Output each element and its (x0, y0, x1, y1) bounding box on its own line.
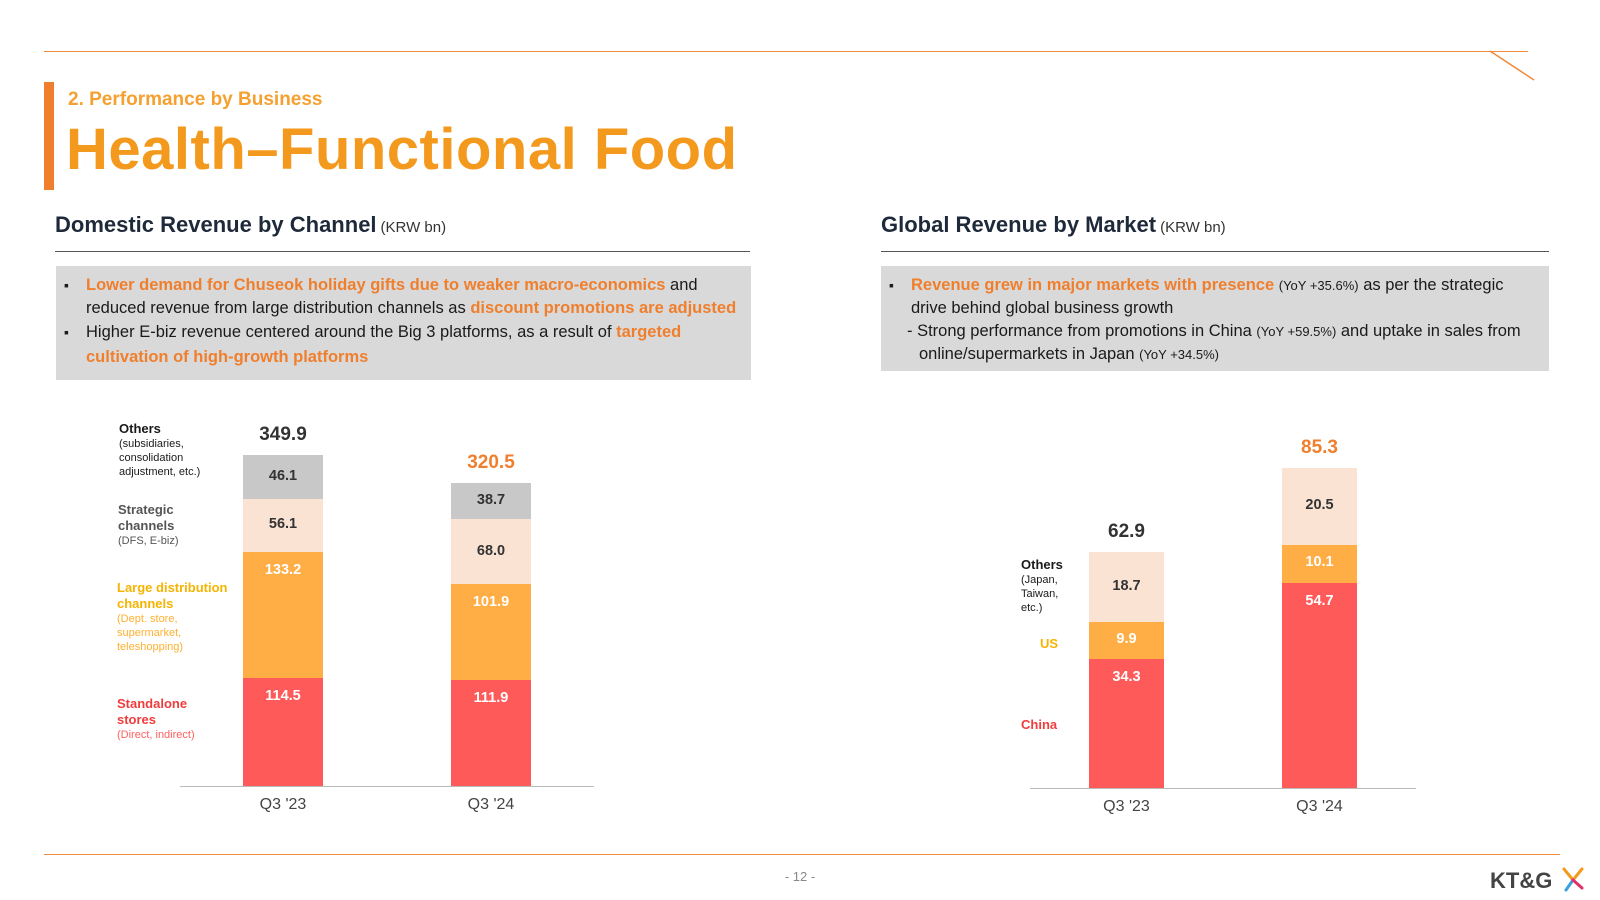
note-yoy: (YoY +59.5%) (1256, 324, 1337, 339)
global-note-2: - Strong performance from promotions in … (903, 320, 1539, 366)
note-text: - Strong performance from promotions in … (907, 322, 1257, 340)
global-unit: (KRW bn) (1160, 219, 1226, 236)
legend-sub: (subsidiaries, consolidation adjustment,… (119, 438, 201, 478)
legend-name: Standalone stores (117, 696, 188, 727)
domestic-title-text: Domestic Revenue by Channel (55, 212, 377, 237)
domestic-notes: Lower demand for Chuseok holiday gifts d… (56, 266, 751, 380)
legend-name: Strategic channels (118, 502, 175, 533)
top-rule (44, 51, 1528, 52)
bottom-rule (44, 854, 1560, 855)
domestic-bar-2-segment-4 (451, 482, 531, 520)
note-text: targeted cultivation of high-growth plat… (86, 323, 682, 366)
domestic-bar-1-segment-1 (243, 677, 323, 786)
domestic-data-label: 68.0 (476, 542, 506, 559)
global-title-rule (881, 251, 1549, 252)
page-title: Health–Functional Food (66, 117, 738, 182)
global-legend-others: Others (Japan, Taiwan, etc.) (1021, 557, 1081, 615)
legend-name: Large distribution channels (117, 580, 228, 611)
domestic-bar-1-segment-4 (243, 455, 323, 499)
domestic-panel-title: Domestic Revenue by Channel (KRW bn) (55, 212, 446, 238)
domestic-data-label: 46.1 (268, 467, 298, 484)
note-text: Revenue grew in major markets with prese… (911, 276, 1275, 294)
note-yoy: (YoY +35.6%) (1278, 278, 1359, 293)
global-data-label: 18.7 (1112, 578, 1141, 595)
legend-sub: (DFS, E-biz) (118, 535, 179, 547)
domestic-bar-1-segment-2 (243, 551, 323, 678)
kt-g-logo: KT&G (1490, 866, 1586, 894)
legend-name: US (1040, 636, 1059, 651)
domestic-data-label: 111.9 (473, 690, 509, 707)
section-label: 2. Performance by Business (68, 89, 323, 110)
logo-text: KT&G (1490, 868, 1553, 893)
page-number: - 12 - (784, 869, 816, 884)
legend-name: Others (119, 421, 161, 436)
note-yoy: (YoY +34.5%) (1139, 347, 1219, 362)
domestic-legend-strategic: Strategic channels (DFS, E-biz) (118, 502, 218, 548)
global-total-label: 62.9 (1108, 521, 1145, 543)
domestic-category-label: Q3 '24 (467, 796, 515, 813)
note-text: and reduced revenue from large distribut… (86, 276, 698, 317)
legend-name: China (1021, 717, 1058, 732)
global-data-label: 54.7 (1305, 592, 1334, 609)
domestic-bar-2-segment-3 (451, 519, 531, 584)
global-data-label: 9.9 (1116, 630, 1137, 647)
global-note-1: Revenue grew in major markets with prese… (889, 274, 1539, 320)
note-text: Higher E-biz revenue centered around the… (86, 323, 617, 341)
global-bar-2-segment-3 (1282, 468, 1357, 545)
note-text: Lower demand for Chuseok holiday gifts d… (86, 276, 666, 294)
global-panel-title: Global Revenue by Market (KRW bn) (881, 212, 1226, 238)
global-bar-1-segment-1 (1089, 659, 1164, 788)
global-bar-1-segment-3 (1089, 552, 1164, 623)
logo-mark-icon (1562, 867, 1584, 892)
domestic-legend-standalone: Standalone stores (Direct, indirect) (117, 696, 217, 742)
domestic-x-axis (180, 786, 594, 787)
global-bar-2-segment-1 (1282, 582, 1357, 788)
domestic-bar-1-segment-3 (243, 498, 323, 552)
global-legend-us: US (1040, 636, 1058, 652)
note-text: discount promotions are adjusted (470, 299, 737, 317)
note-text: and uptake in sales from online/supermar… (919, 322, 1521, 363)
legend-name: Others (1021, 557, 1063, 572)
top-rule-diagonal (1490, 50, 1535, 81)
domestic-bar-2-segment-1 (451, 680, 531, 786)
global-x-axis (1030, 788, 1416, 789)
domestic-legend-others: Others (subsidiaries, consolidation adju… (119, 421, 224, 479)
domestic-bar-2-segment-2 (451, 583, 531, 681)
global-data-label: 20.5 (1305, 497, 1334, 514)
title-accent-bar (44, 82, 54, 190)
domestic-title-rule (55, 251, 750, 252)
legend-sub: (Direct, indirect) (117, 729, 195, 741)
global-bar-1-segment-2 (1089, 622, 1164, 660)
domestic-total-label: 349.9 (259, 424, 307, 445)
note-text: as per the strategic drive behind global… (911, 276, 1504, 317)
legend-sub: (Dept. store, supermarket, teleshopping) (117, 613, 184, 653)
global-data-label: 34.3 (1112, 669, 1141, 686)
domestic-legend-large: Large distribution channels (Dept. store… (117, 580, 237, 654)
domestic-data-label: 38.7 (476, 492, 506, 509)
domestic-data-label: 101.9 (472, 593, 510, 610)
legend-sub: (Japan, Taiwan, etc.) (1021, 574, 1059, 614)
global-legend-china: China (1021, 717, 1057, 733)
global-bar-2-segment-2 (1282, 544, 1357, 583)
domestic-note-1: Lower demand for Chuseok holiday gifts d… (64, 274, 741, 320)
domestic-data-label: 56.1 (268, 516, 298, 533)
global-category-label: Q3 '24 (1296, 798, 1343, 815)
global-total-label: 85.3 (1301, 437, 1338, 458)
global-notes: Revenue grew in major markets with prese… (881, 266, 1549, 371)
global-category-label: Q3 '23 (1103, 798, 1150, 815)
domestic-total-label: 320.5 (467, 451, 515, 473)
domestic-category-label: Q3 '23 (259, 796, 307, 813)
global-title-text: Global Revenue by Market (881, 212, 1157, 237)
domestic-data-label: 133.2 (264, 561, 302, 578)
domestic-note-2: Higher E-biz revenue centered around the… (64, 320, 741, 370)
global-data-label: 10.1 (1305, 553, 1334, 570)
domestic-data-label: 114.5 (265, 687, 301, 704)
domestic-unit: (KRW bn) (380, 219, 447, 236)
